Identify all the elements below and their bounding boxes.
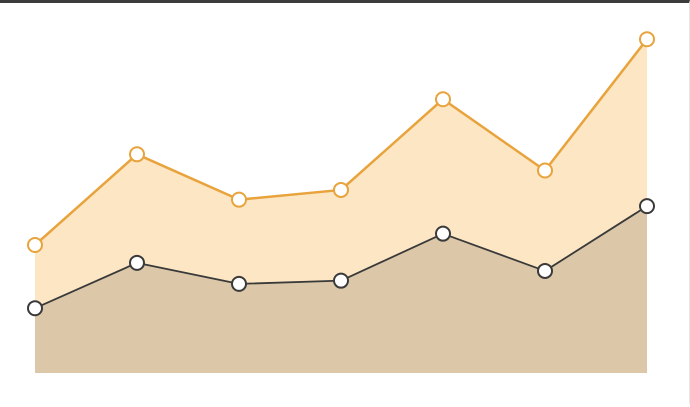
series-2-point-4[interactable] — [333, 272, 349, 289]
area-chart — [27, 31, 655, 373]
series-1-point-7[interactable] — [639, 31, 655, 48]
series-1-point-3[interactable] — [231, 191, 247, 208]
series-1-point-5[interactable] — [435, 91, 451, 108]
series-1-point-1[interactable] — [27, 237, 43, 254]
series-2-point-5[interactable] — [435, 225, 451, 242]
series-areas — [35, 39, 647, 373]
series-2-point-7[interactable] — [639, 198, 655, 215]
series-1-point-4[interactable] — [333, 181, 349, 198]
series-2-point-1[interactable] — [27, 300, 43, 317]
series-2-area — [35, 206, 647, 373]
series-points — [27, 31, 655, 317]
series-1-point-6[interactable] — [537, 162, 553, 179]
series-2-point-6[interactable] — [537, 262, 553, 279]
series-2-point-2[interactable] — [129, 254, 145, 271]
series-1-point-2[interactable] — [129, 146, 145, 163]
series-2-point-3[interactable] — [231, 275, 247, 292]
